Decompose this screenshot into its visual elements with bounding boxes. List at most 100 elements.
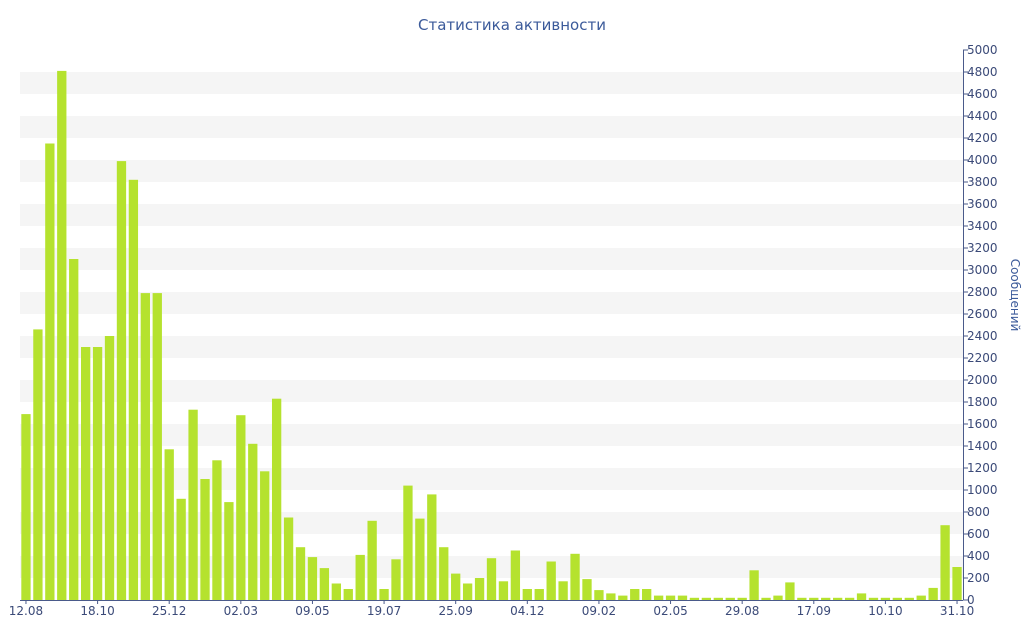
bar bbox=[271, 398, 282, 600]
bar bbox=[236, 415, 246, 600]
bar bbox=[546, 561, 556, 600]
y-tick-label: 3200 bbox=[967, 241, 998, 255]
y-tick-label: 3800 bbox=[967, 175, 998, 189]
y-tick-label: 200 bbox=[967, 571, 990, 585]
bar bbox=[331, 583, 341, 600]
bar bbox=[21, 414, 31, 600]
chart-title: Статистика активности bbox=[418, 16, 606, 34]
bar bbox=[952, 567, 962, 600]
y-tick-label: 3400 bbox=[967, 219, 998, 233]
y-tick-label: 3000 bbox=[967, 263, 998, 277]
y-tick-label: 4800 bbox=[967, 65, 998, 79]
bar bbox=[451, 573, 461, 600]
x-tick-label: 09.02 bbox=[582, 604, 616, 618]
bar bbox=[606, 593, 616, 600]
bar bbox=[677, 595, 688, 600]
y-tick-label: 1200 bbox=[967, 461, 998, 475]
bar bbox=[725, 597, 735, 600]
bar bbox=[57, 70, 67, 600]
x-axis: 12.08 18.10 25.12 02.03 09.05 19.07 25.09 04.12… bbox=[9, 600, 974, 618]
y-tick-label: 2600 bbox=[967, 307, 998, 321]
y-tick-label: 600 bbox=[967, 527, 990, 541]
y-tick-label: 2800 bbox=[967, 285, 998, 299]
bar bbox=[892, 597, 902, 600]
x-tick-label: 25.09 bbox=[439, 604, 473, 618]
y-tick-label: 4000 bbox=[967, 153, 998, 167]
grid-bands bbox=[20, 72, 963, 578]
bar bbox=[534, 589, 544, 600]
bar bbox=[45, 143, 55, 600]
grid-band bbox=[20, 336, 963, 358]
y-tick-label: 5000 bbox=[967, 43, 998, 57]
bar bbox=[940, 525, 950, 600]
y-tick-label: 4200 bbox=[967, 131, 998, 145]
x-tick-label: 31.10 bbox=[940, 604, 974, 618]
bar bbox=[248, 443, 258, 600]
bar bbox=[510, 550, 521, 600]
bar bbox=[391, 559, 401, 600]
y-tick-label: 1000 bbox=[967, 483, 998, 497]
grid-band bbox=[20, 72, 963, 94]
bar bbox=[462, 583, 473, 600]
grid-band bbox=[20, 116, 963, 138]
bar bbox=[295, 547, 306, 600]
grid-band bbox=[20, 160, 963, 182]
x-tick-label: 04.12 bbox=[510, 604, 544, 618]
bar bbox=[367, 520, 377, 600]
bar bbox=[343, 589, 353, 600]
bar bbox=[415, 518, 425, 600]
bar bbox=[689, 597, 700, 600]
y-tick-label: 3600 bbox=[967, 197, 998, 211]
x-tick-label: 19.07 bbox=[367, 604, 401, 618]
grid-band bbox=[20, 292, 963, 314]
bar bbox=[761, 597, 771, 600]
bar bbox=[642, 589, 652, 600]
x-tick-label: 02.05 bbox=[653, 604, 687, 618]
bar bbox=[164, 449, 174, 600]
y-tick-label: 400 bbox=[967, 549, 990, 563]
bar bbox=[140, 293, 150, 600]
bar bbox=[200, 479, 210, 600]
bar bbox=[773, 595, 783, 600]
bar bbox=[809, 597, 819, 600]
bar bbox=[785, 582, 795, 600]
y-tick-label: 2000 bbox=[967, 373, 998, 387]
bar bbox=[486, 558, 497, 600]
bar bbox=[665, 595, 676, 600]
grid-band bbox=[20, 424, 963, 446]
bar bbox=[856, 593, 867, 600]
bar bbox=[582, 579, 592, 600]
bar bbox=[92, 347, 103, 600]
bar bbox=[176, 498, 186, 600]
bar bbox=[152, 293, 162, 600]
bar bbox=[821, 597, 831, 600]
bar bbox=[33, 329, 43, 600]
bar bbox=[188, 409, 198, 600]
bar bbox=[844, 597, 855, 600]
bar bbox=[570, 553, 580, 600]
bar bbox=[558, 581, 568, 600]
y-tick-label: 1400 bbox=[967, 439, 998, 453]
y-tick-label: 800 bbox=[967, 505, 990, 519]
bar bbox=[81, 347, 91, 600]
bar bbox=[630, 589, 640, 600]
x-tick-label: 17.09 bbox=[797, 604, 831, 618]
grid-band bbox=[20, 204, 963, 226]
x-tick-label: 10.10 bbox=[868, 604, 902, 618]
bar bbox=[928, 587, 938, 600]
grid-band bbox=[20, 248, 963, 270]
bar bbox=[737, 597, 747, 600]
bar bbox=[379, 589, 389, 600]
bar bbox=[498, 581, 509, 600]
bar bbox=[69, 259, 79, 600]
y-axis: 0 200 400 600 800 1000 1200 1400 1600 1800 2000 220… bbox=[963, 43, 998, 607]
bar bbox=[355, 554, 365, 600]
y-tick-label: 0 bbox=[967, 593, 975, 607]
bar bbox=[749, 570, 759, 600]
bar bbox=[618, 595, 628, 600]
y-tick-label: 2200 bbox=[967, 351, 998, 365]
bar bbox=[116, 161, 127, 600]
x-tick-label: 12.08 bbox=[9, 604, 43, 618]
bar bbox=[212, 460, 222, 600]
